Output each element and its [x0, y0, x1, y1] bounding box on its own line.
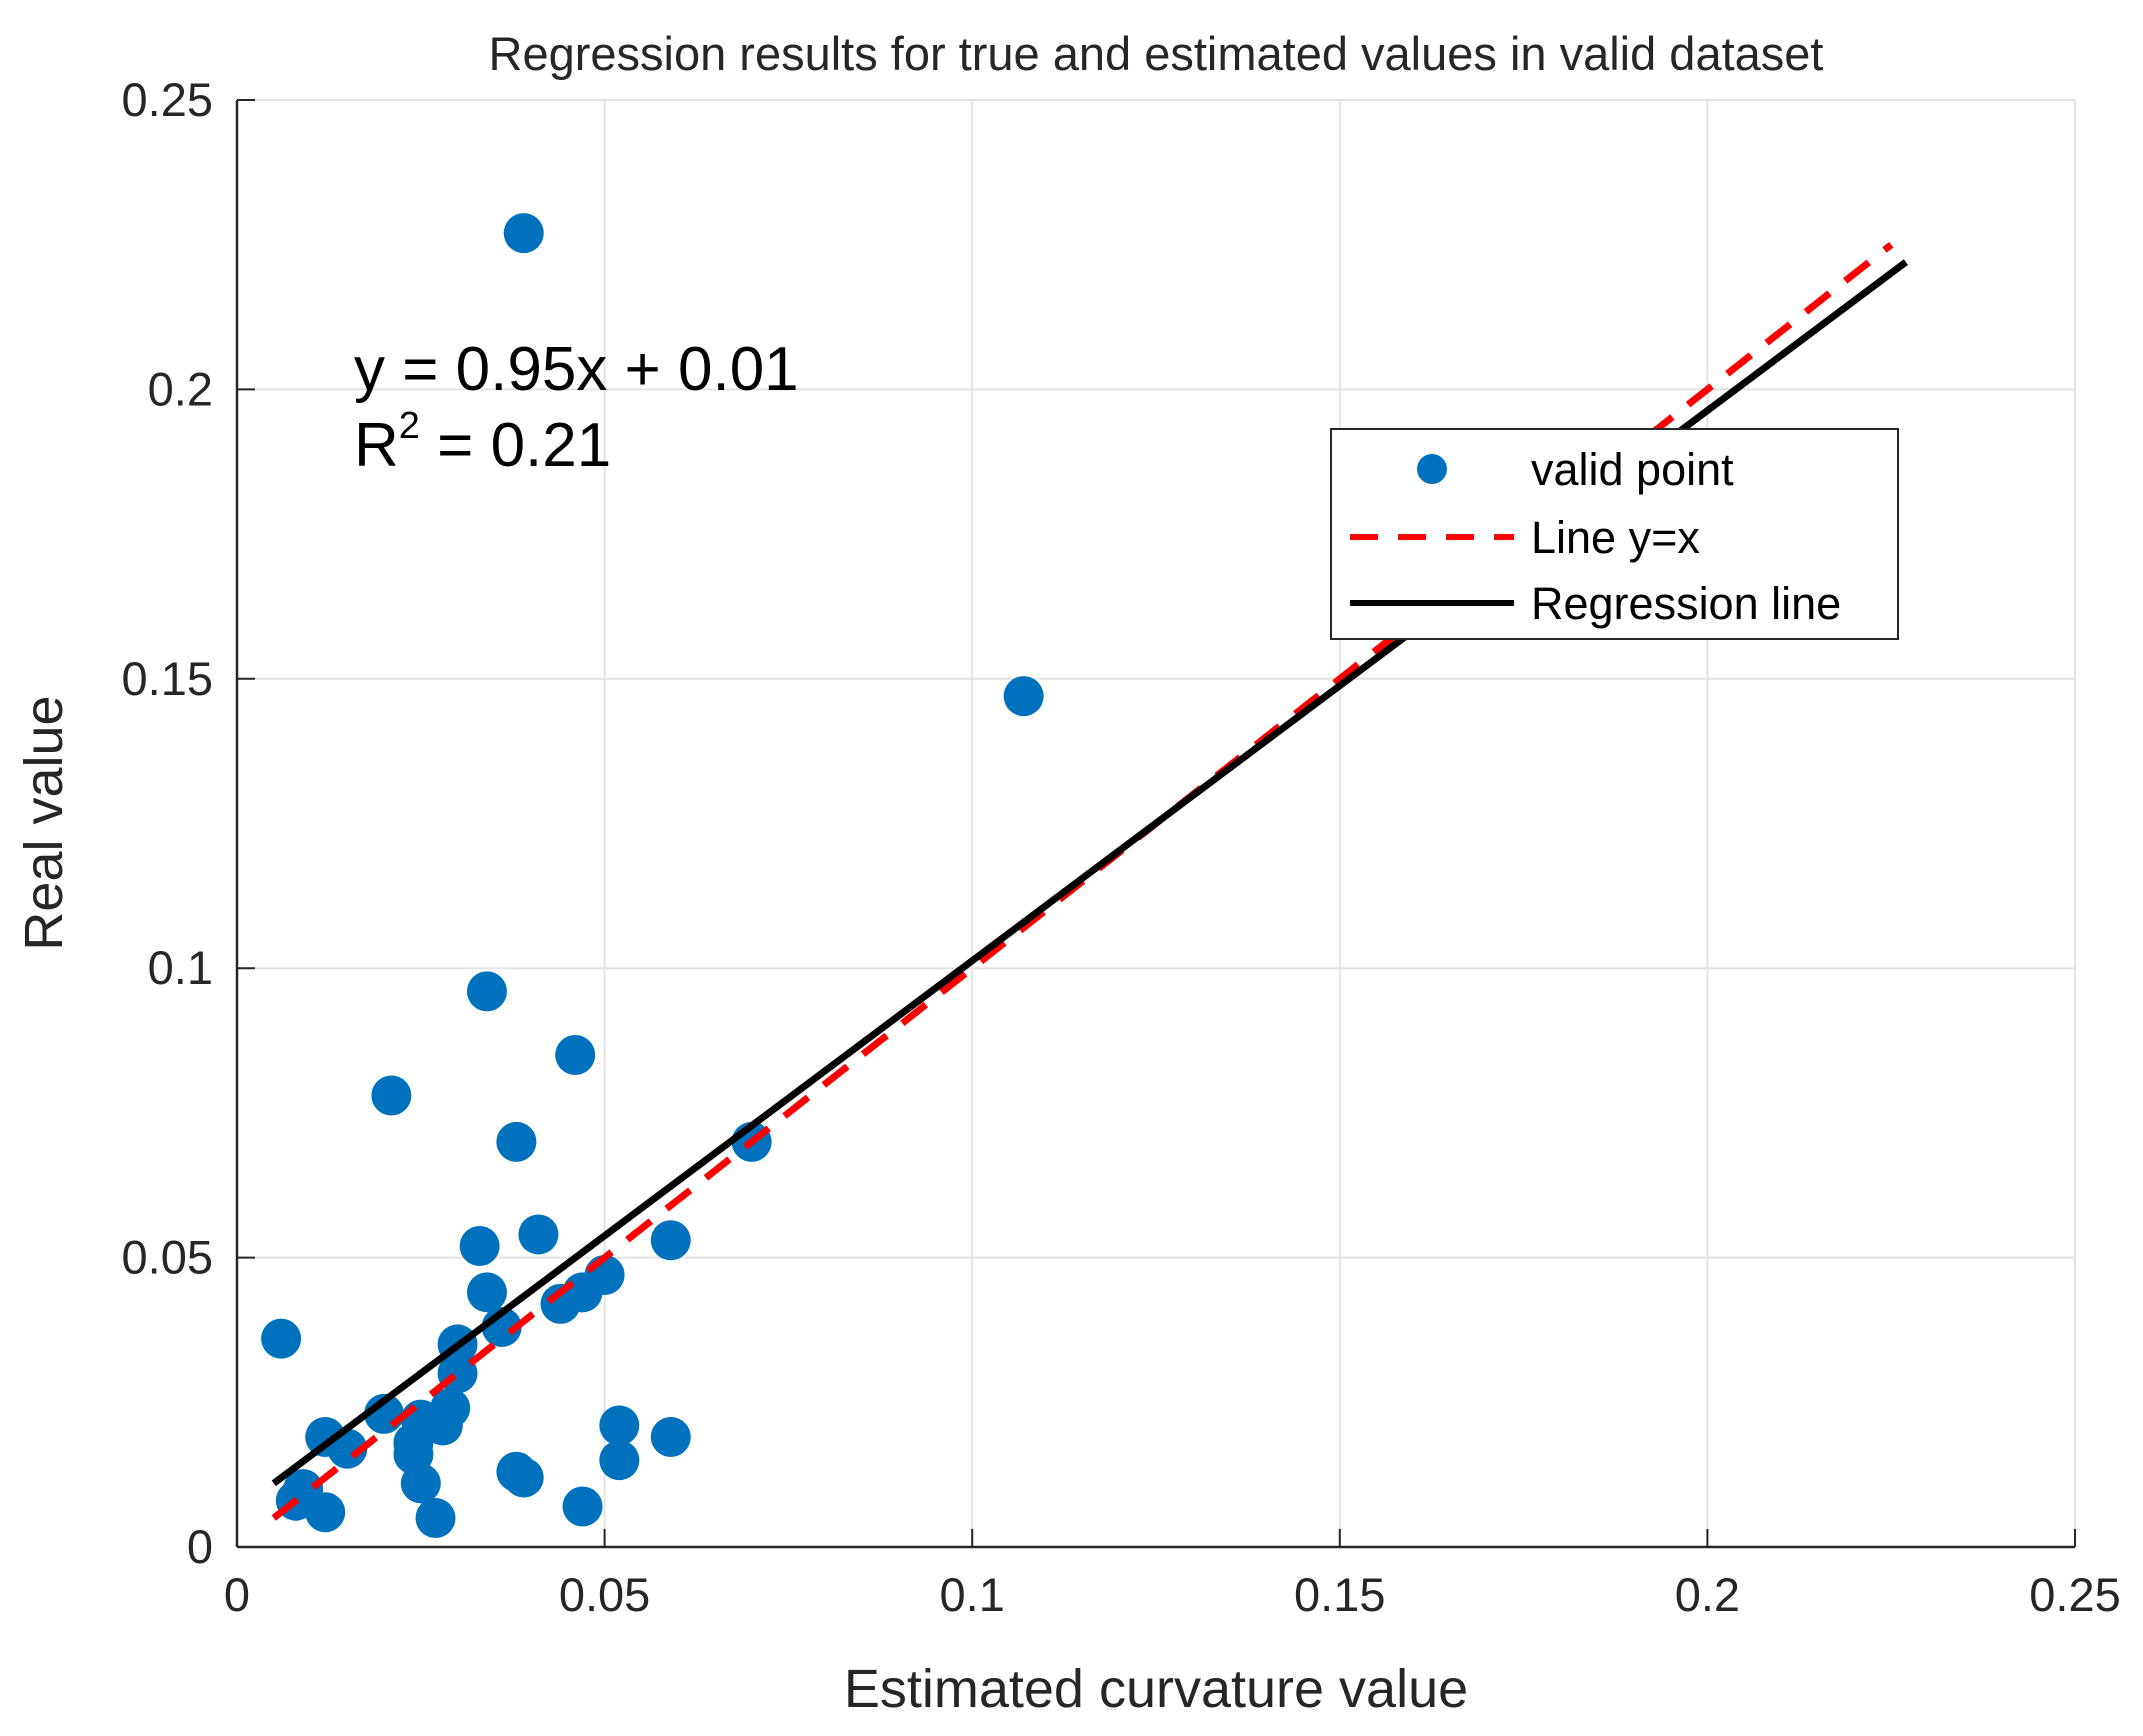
y-axis-label: Real value: [14, 695, 74, 950]
y-gridlines: [237, 99, 2075, 1259]
data-point: [459, 1226, 500, 1267]
data-point: [415, 1498, 456, 1539]
series-layer: [261, 213, 1909, 1539]
data-point: [555, 1035, 596, 1076]
data-point: [599, 1405, 640, 1446]
x-gridlines: [603, 100, 2076, 1547]
x-tick-label: 0: [224, 1568, 250, 1621]
r-squared-prefix: R: [354, 411, 399, 480]
data-point: [466, 971, 507, 1012]
y-tick-label: 0.05: [122, 1231, 213, 1284]
data-point: [562, 1486, 603, 1527]
legend-marker-valid-point: [1417, 454, 1447, 484]
data-point: [496, 1121, 537, 1162]
data-point: [466, 1272, 507, 1313]
r-squared-annotation: R2 = 0.21: [354, 405, 611, 480]
r-squared-value: = 0.21: [420, 411, 611, 480]
x-axis-ticks: 0 0.05 0.1 0.15 0.2 0.25: [224, 1529, 2121, 1621]
y-tick-label: 0.2: [148, 362, 213, 415]
data-point: [518, 1214, 559, 1255]
data-point: [599, 1440, 640, 1481]
r-squared-superscript: 2: [399, 405, 420, 447]
data-point: [650, 1417, 691, 1458]
data-point: [371, 1075, 412, 1116]
y-tick-label: 0.25: [122, 73, 213, 126]
legend-label-y-equals-x: Line y=x: [1531, 512, 1700, 563]
x-tick-label: 0.2: [1675, 1568, 1740, 1621]
x-tick-label: 0.05: [559, 1568, 650, 1621]
data-point: [422, 1405, 463, 1446]
legend: valid point Line y=x Regression line: [1330, 428, 1899, 640]
legend-label-regression: Regression line: [1531, 578, 1841, 629]
x-tick-label: 0.15: [1294, 1568, 1385, 1621]
y-tick-label: 0: [187, 1520, 213, 1573]
x-tick-label: 0.1: [940, 1568, 1005, 1621]
data-point: [503, 213, 544, 254]
data-point: [400, 1463, 441, 1504]
regression-equation: y = 0.95x + 0.01: [354, 335, 799, 404]
chart-title: Regression results for true and estimate…: [489, 27, 1824, 80]
data-point: [650, 1220, 691, 1261]
data-point: [305, 1492, 346, 1533]
y-tick-label: 0.1: [148, 941, 213, 994]
data-point: [540, 1283, 581, 1324]
data-point: [1003, 676, 1044, 717]
y-tick-label: 0.15: [122, 652, 213, 705]
data-point: [503, 1457, 544, 1498]
data-point: [261, 1318, 302, 1359]
legend-label-valid-point: valid point: [1531, 444, 1734, 495]
y-axis-ticks: 0 0.05 0.1 0.15 0.2 0.25: [122, 73, 255, 1573]
x-tick-label: 0.25: [2029, 1568, 2120, 1621]
x-axis-label: Estimated curvature value: [844, 1659, 1468, 1719]
